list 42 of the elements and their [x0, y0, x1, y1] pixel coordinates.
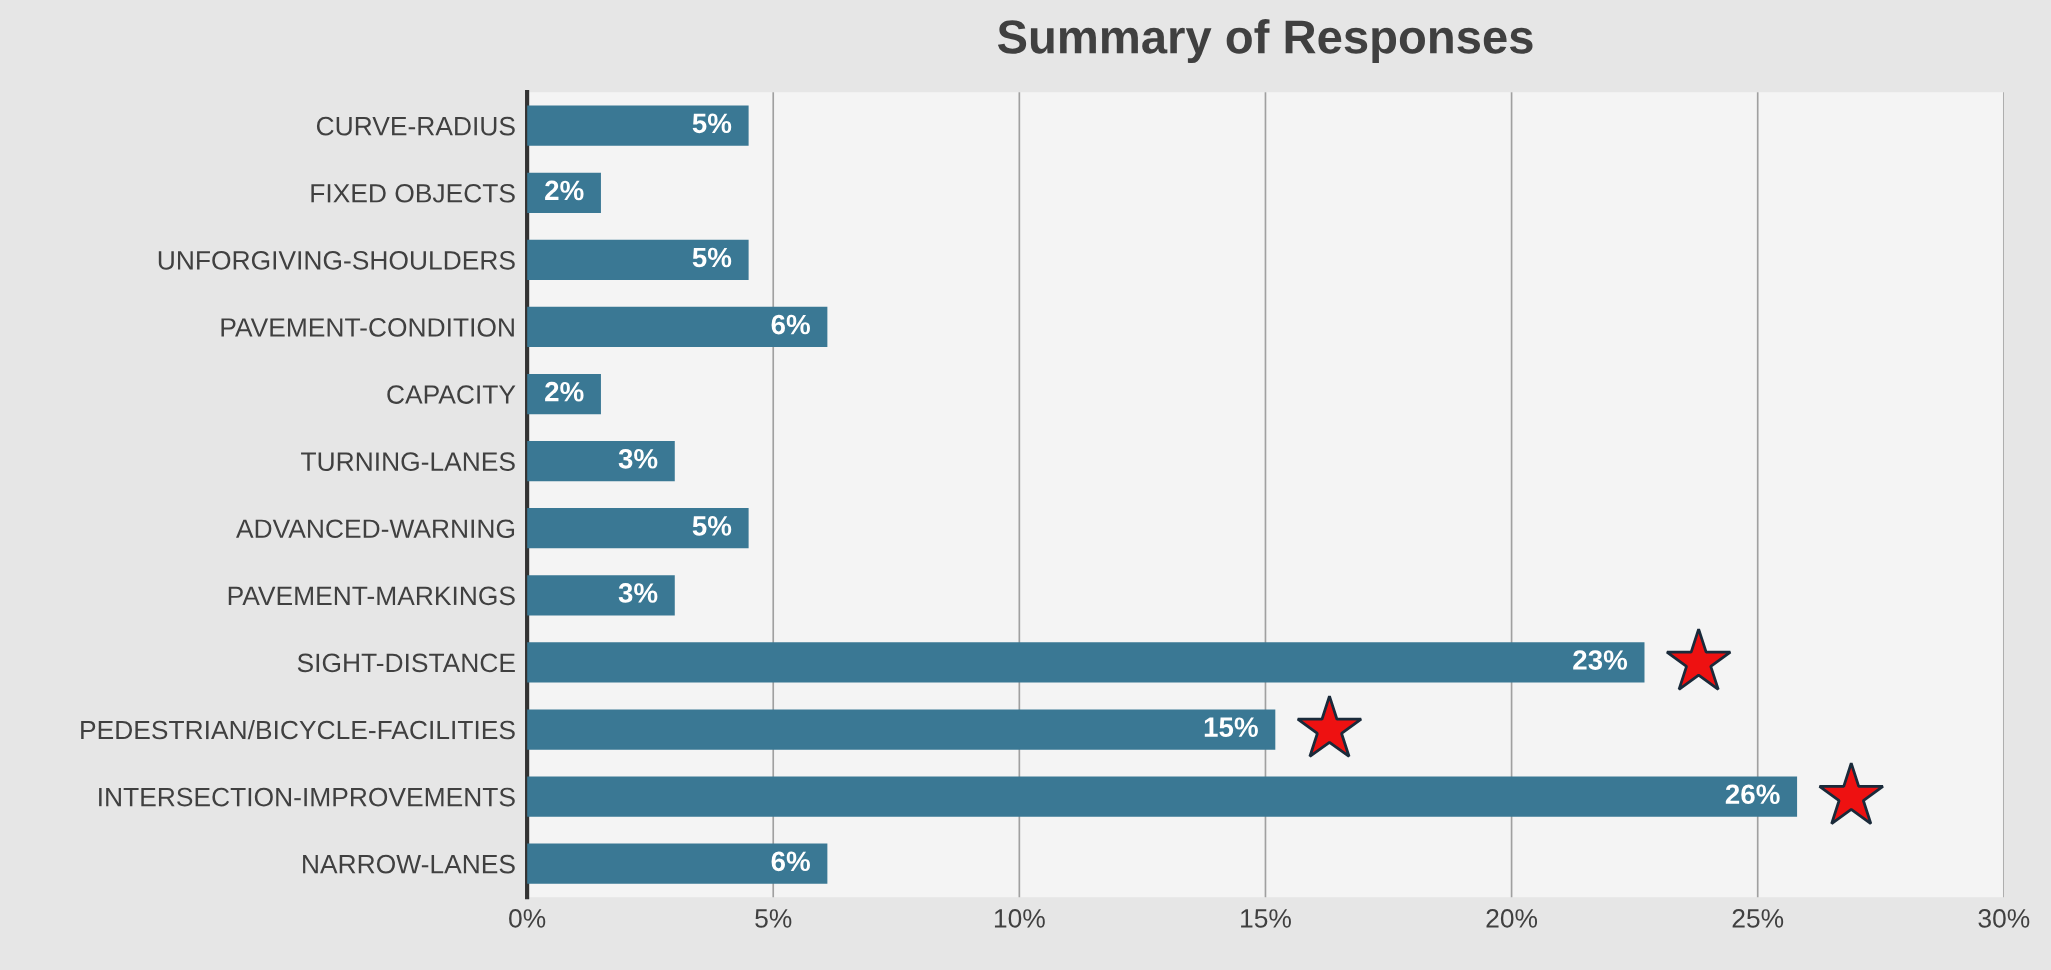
- y-tick-label: UNFORGIVING-SHOULDERS: [158, 251, 515, 270]
- y-tick-label: CURVE-RADIUS: [316, 116, 515, 136]
- x-tick-label: 25%: [1732, 909, 1784, 928]
- data-label: 3%: [618, 448, 658, 469]
- y-tick-label: TURNING-LANES: [301, 452, 515, 471]
- bar: [527, 776, 1798, 817]
- x-tick-label: 30%: [1978, 909, 2030, 928]
- bar: [527, 105, 749, 146]
- data-label: 5%: [692, 516, 732, 536]
- bar: [527, 843, 828, 884]
- x-tick-label: 15%: [1241, 909, 1291, 928]
- data-label: 5%: [692, 113, 732, 134]
- bar: [527, 508, 749, 549]
- data-label: 15%: [1204, 717, 1258, 737]
- data-label: 6%: [771, 314, 810, 335]
- y-tick-label: INTERSECTION-IMPROVEMENTS: [99, 787, 515, 807]
- data-label: 5%: [692, 247, 732, 268]
- data-label: 6%: [771, 851, 810, 872]
- y-tick-label: SIGHT-DISTANCE: [297, 653, 515, 673]
- data-label: 2%: [545, 381, 584, 402]
- bar: [527, 575, 675, 616]
- y-tick-label: PEDESTRIAN/BICYCLE-FACILITIES: [81, 719, 515, 740]
- y-tick-label: PAVEMENT-CONDITION: [221, 318, 514, 337]
- bar: [527, 306, 828, 348]
- data-label: 2%: [545, 180, 584, 201]
- data-label: 3%: [618, 583, 658, 603]
- bar: [527, 642, 1645, 683]
- y-tick-label: PAVEMENT-MARKINGS: [228, 586, 515, 606]
- data-label: 23%: [1573, 650, 1628, 670]
- y-tick-label: FIXED OBJECTS: [311, 183, 515, 203]
- bar: [527, 239, 749, 281]
- x-tick-label: 5%: [755, 909, 792, 928]
- y-tick-label: ADVANCED-WARNING: [236, 519, 515, 539]
- x-tick-label: 10%: [994, 909, 1045, 928]
- y-tick-label: NARROW-LANES: [303, 854, 515, 874]
- bar: [527, 441, 675, 482]
- y-tick-label: CAPACITY: [387, 385, 516, 404]
- x-tick-label: 20%: [1486, 909, 1538, 928]
- x-tick-label: 0%: [509, 909, 546, 928]
- bar: [527, 709, 1276, 750]
- data-label: 26%: [1725, 784, 1780, 805]
- chart-title: Summary of Responses: [997, 19, 1533, 64]
